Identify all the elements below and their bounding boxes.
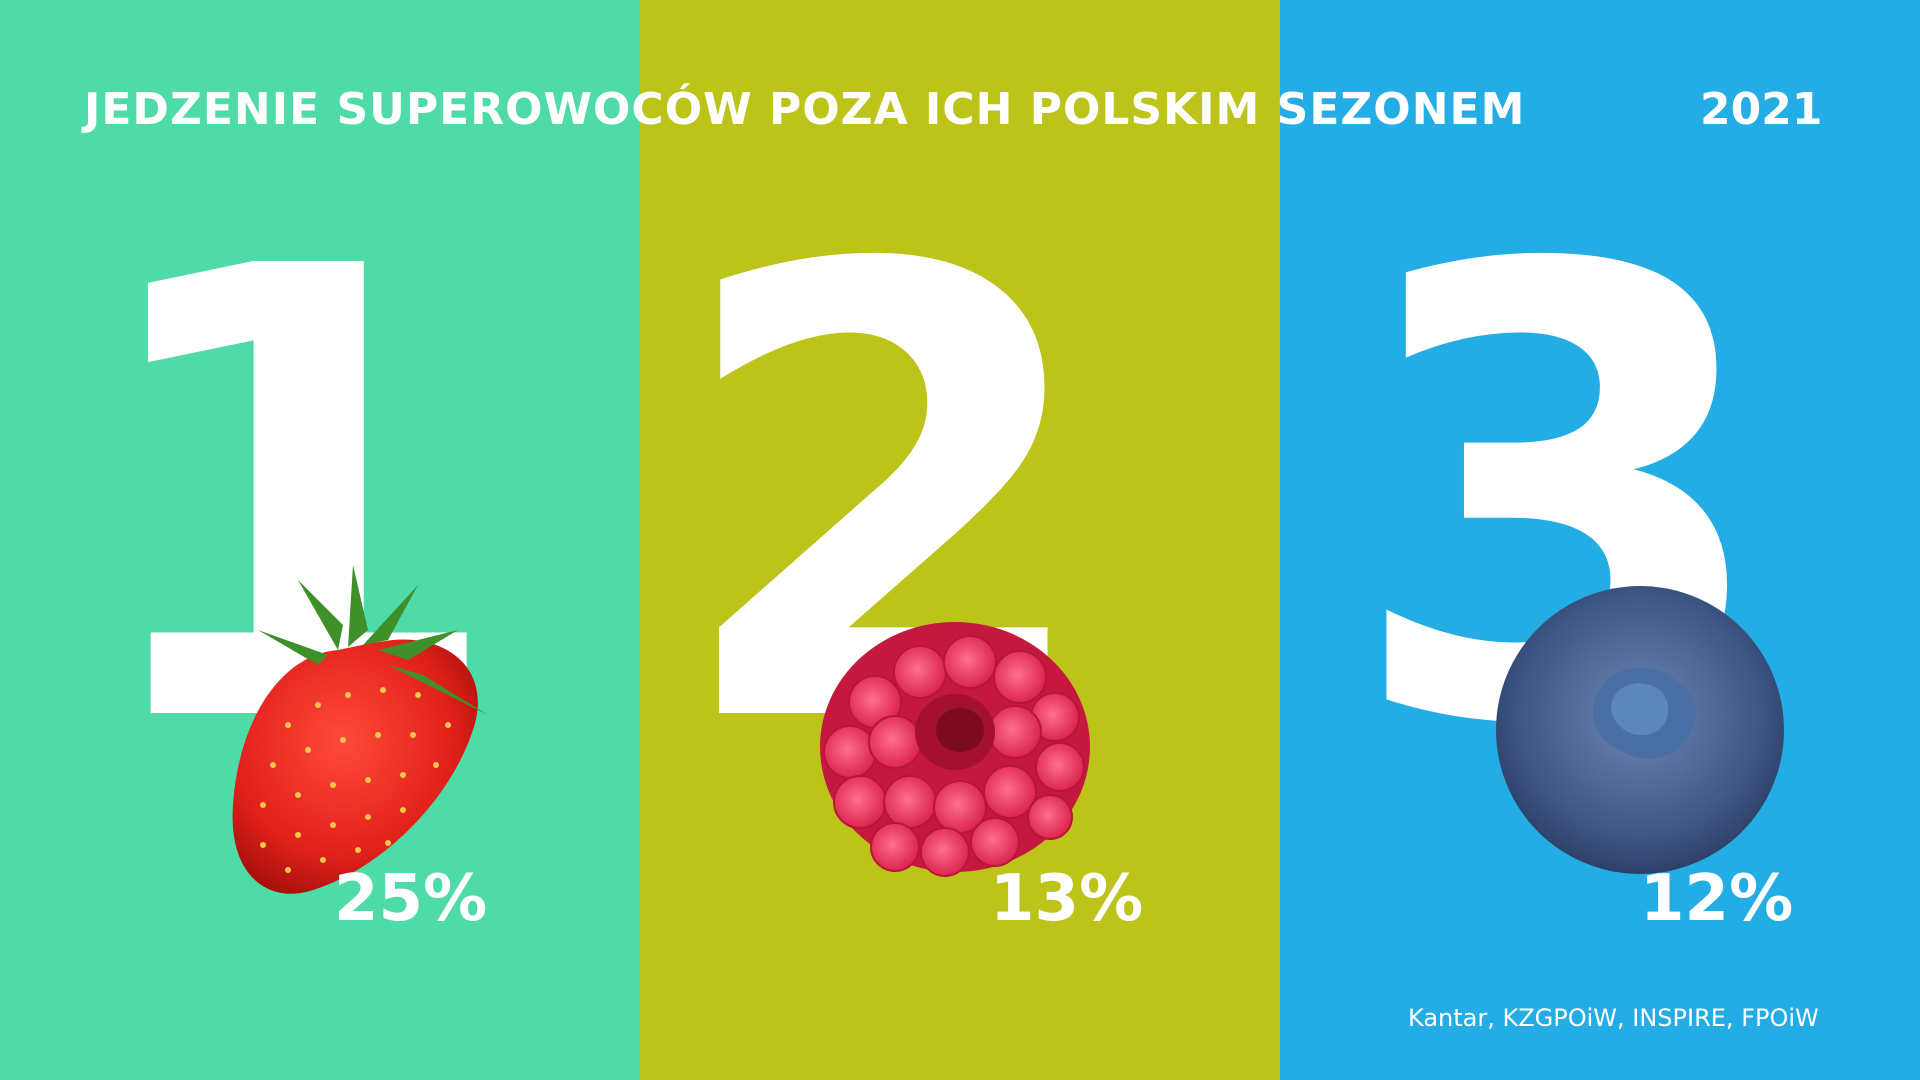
year-label: 2021 xyxy=(1700,84,1823,135)
value-label-3: 12% xyxy=(1640,862,1794,936)
value-label-1: 25% xyxy=(334,862,488,936)
panel-rank-2 xyxy=(640,0,1280,1080)
page-title: JEDZENIE SUPEROWOCÓW POZA ICH POLSKIM SE… xyxy=(84,84,1526,135)
strawberry-icon xyxy=(232,565,488,894)
panel-rank-3 xyxy=(1280,0,1920,1080)
blueberry-icon xyxy=(1496,586,1784,874)
panel-rank-1 xyxy=(0,0,640,1080)
raspberry-icon xyxy=(820,622,1090,877)
source-note: Kantar, KZGPOiW, INSPIRE, FPOiW xyxy=(1408,1004,1819,1032)
value-label-2: 13% xyxy=(990,862,1144,936)
